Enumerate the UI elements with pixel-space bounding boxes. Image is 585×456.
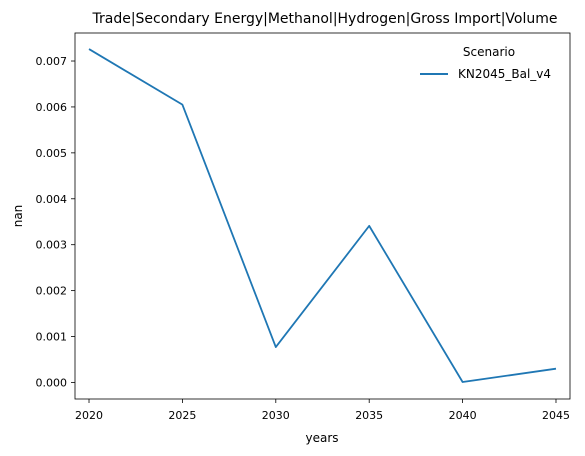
x-tick-label: 2035	[355, 409, 383, 422]
x-tick-label: 2040	[449, 409, 477, 422]
series-layer	[88, 48, 557, 383]
y-tick-label: 0.005	[36, 147, 68, 160]
y-tick-label: 0.004	[36, 193, 68, 206]
legend-label: KN2045_Bal_v4	[458, 67, 551, 81]
y-tick-label: 0.002	[36, 285, 68, 298]
x-axis: 2020 2025 2030 2035 2040 2045	[75, 399, 570, 422]
y-tick-label: 0.007	[36, 55, 68, 68]
plot-area	[74, 32, 571, 400]
y-axis-label: nan	[11, 205, 25, 228]
y-axis: 0.000 0.001 0.002 0.003 0.004 0.005 0.006 0.007	[36, 55, 75, 389]
x-tick-label: 2020	[75, 409, 103, 422]
y-tick-label: 0.001	[36, 331, 68, 344]
y-tick-label: 0.006	[36, 101, 68, 114]
x-tick-label: 2045	[542, 409, 570, 422]
x-tick-label: 2030	[262, 409, 290, 422]
chart-title: Trade|Secondary Energy|Methanol|Hydrogen…	[91, 11, 557, 27]
x-tick-label: 2025	[168, 409, 196, 422]
legend-title: Scenario	[463, 45, 515, 59]
series-line	[88, 48, 557, 383]
legend: Scenario KN2045_Bal_v4	[420, 45, 551, 81]
x-axis-label: years	[305, 431, 338, 445]
y-tick-label: 0.003	[36, 239, 68, 252]
y-tick-label: 0.000	[36, 376, 68, 389]
